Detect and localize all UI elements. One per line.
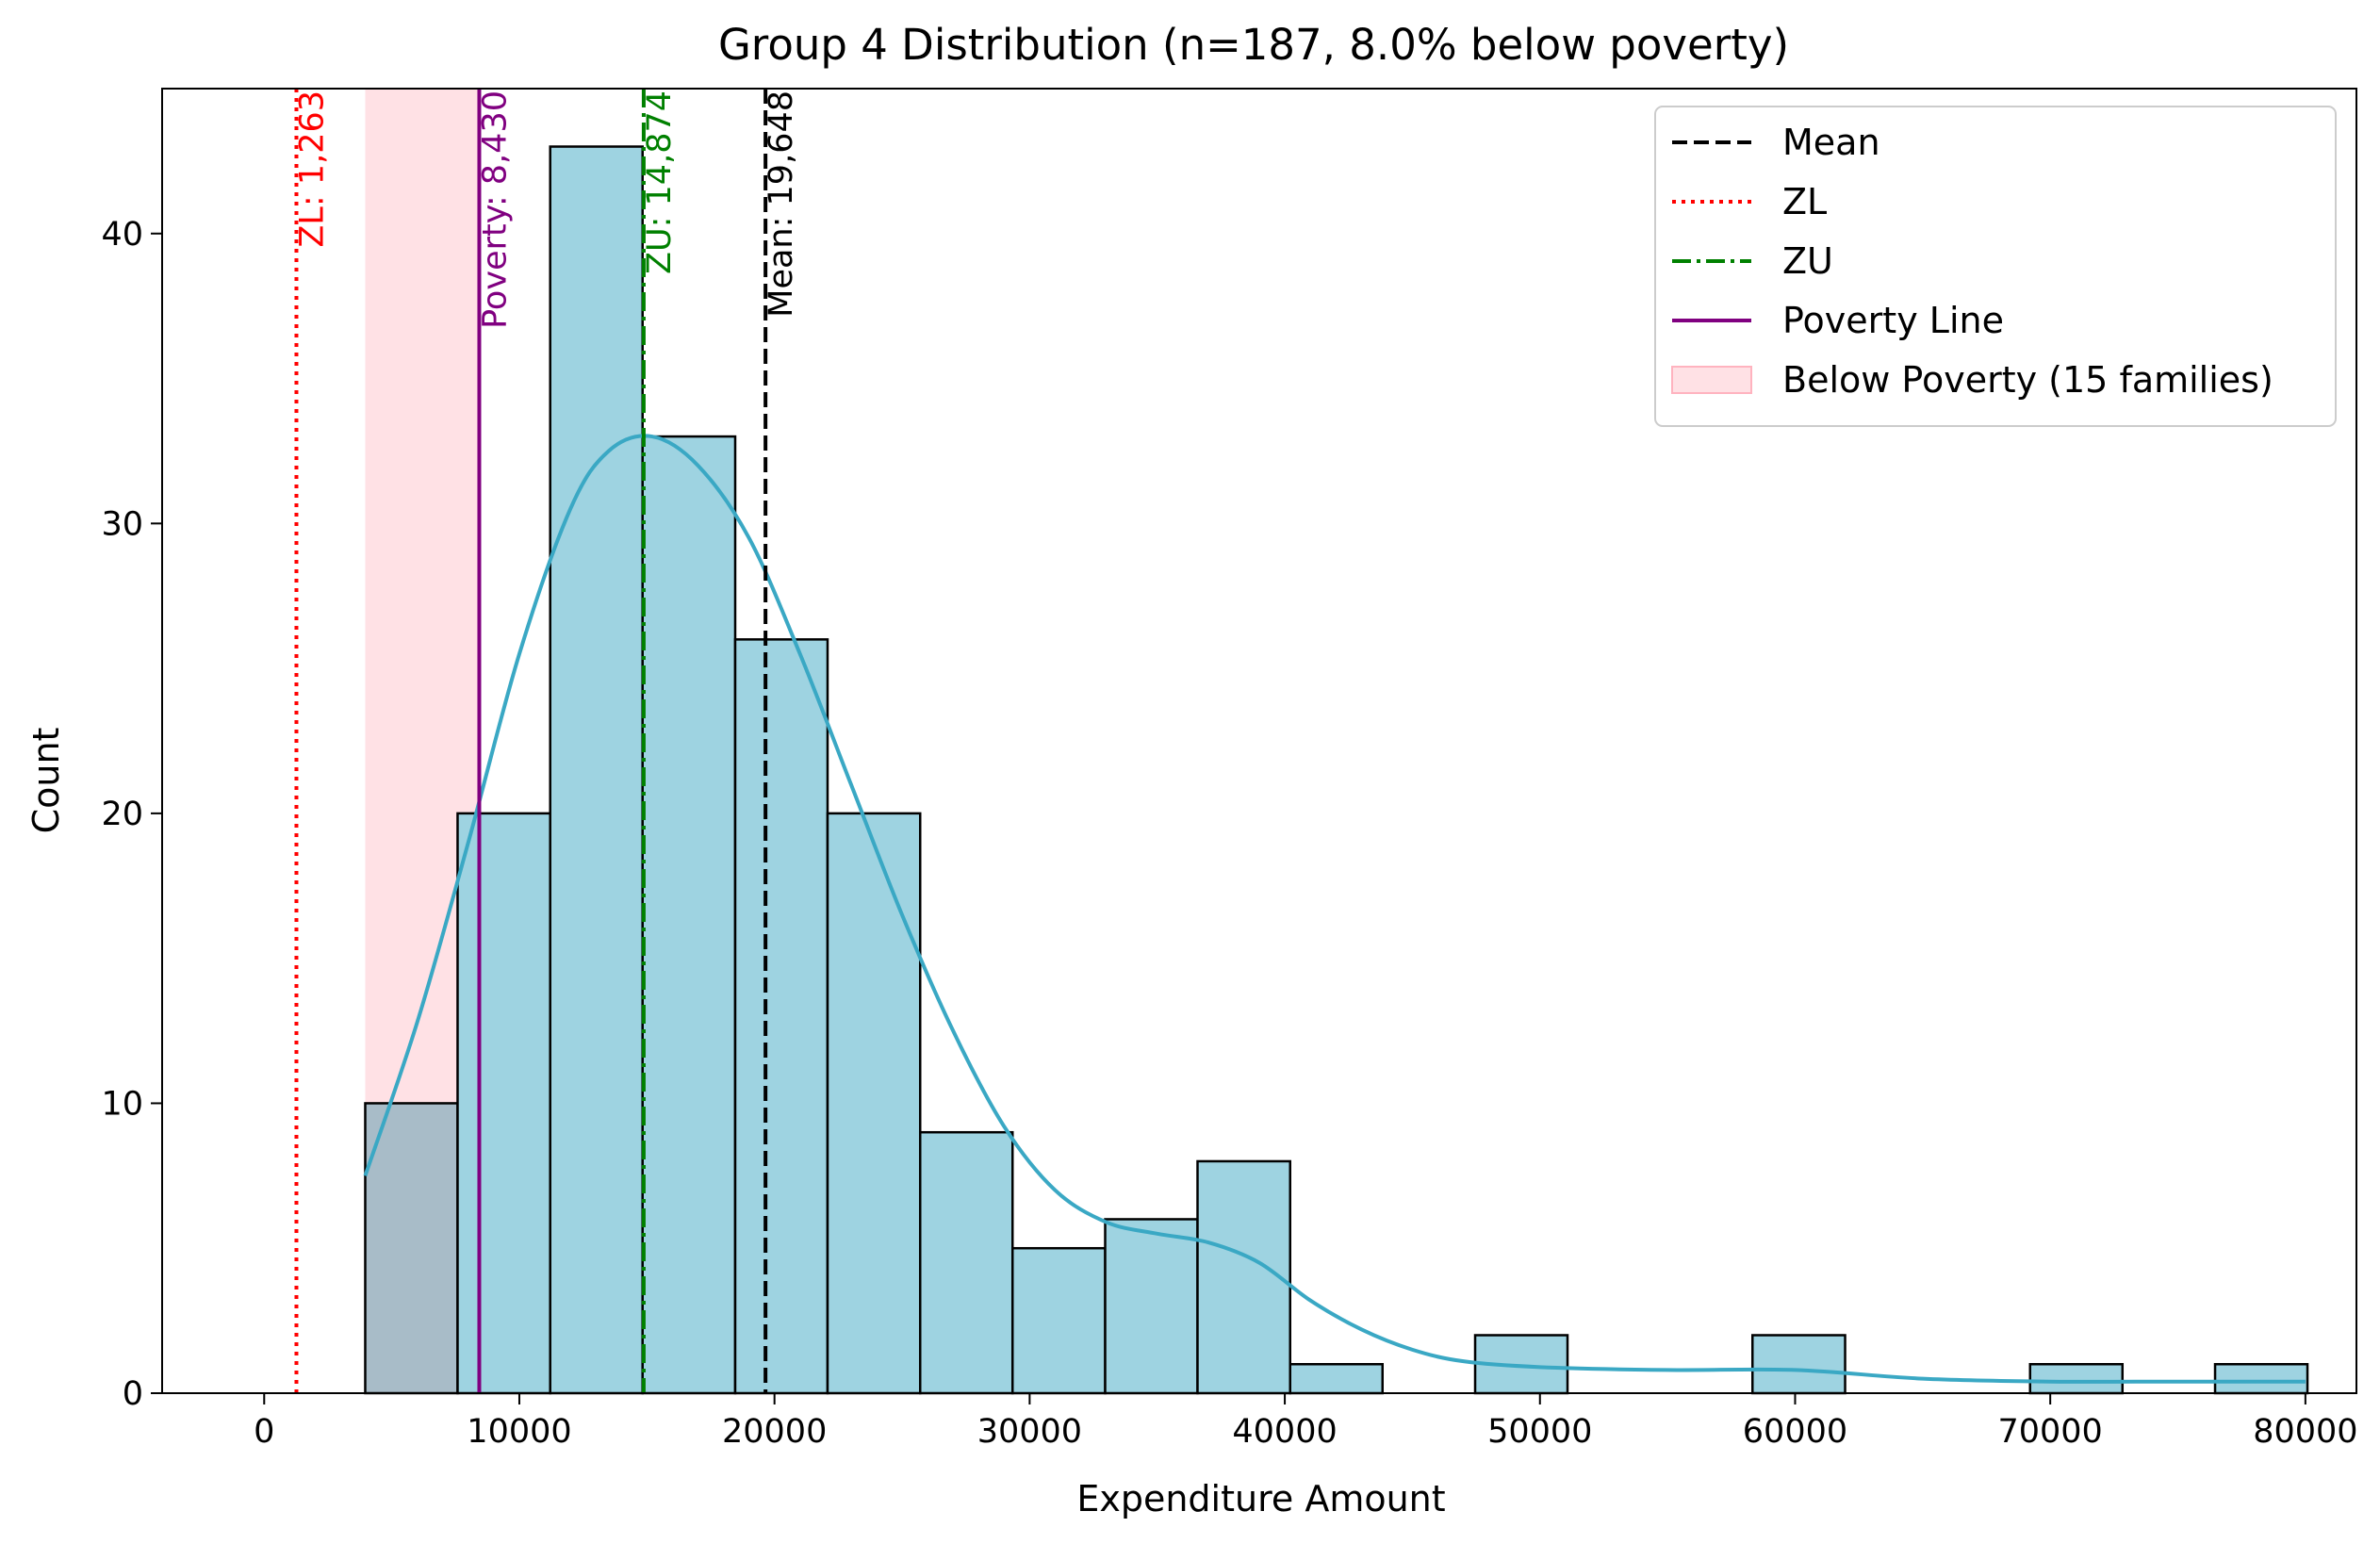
y-tick-label-4: 40	[101, 216, 143, 254]
x-tick-label-8: 80000	[2253, 1413, 2357, 1451]
histogram-bar-8	[1104, 1218, 1199, 1395]
legend-label-3: Poverty Line	[1782, 300, 2004, 341]
histogram-bar-6	[918, 1130, 1014, 1395]
x-tick-label-3: 30000	[977, 1413, 1082, 1451]
legend-box	[1654, 106, 2337, 427]
legend-label-4: Below Poverty (15 families)	[1782, 359, 2273, 401]
histogram-bar-2	[549, 145, 644, 1395]
legend-label-0: Mean	[1782, 122, 1880, 163]
chart-title: Group 4 Distribution (n=187, 8.0% below …	[718, 20, 1789, 70]
x-tick-label-4: 40000	[1232, 1413, 1337, 1451]
kde-curve	[363, 434, 2306, 1384]
histogram-bar-20	[2213, 1362, 2309, 1395]
plot-area: Mean: 19,648 ZL: 1,263 ZU: 14,874 Poverty: …	[101, 88, 2358, 1451]
ref-label-zu: ZU: 14,874	[641, 90, 679, 274]
y-tick-label-1: 10	[101, 1085, 143, 1123]
x-tick-label-0: 0	[254, 1413, 274, 1451]
plot-frame	[161, 88, 2357, 1394]
y-tick-label-2: 20	[101, 796, 143, 833]
x-tick-label-5: 50000	[1487, 1413, 1592, 1451]
legend-swatch-below-poverty	[1671, 366, 1752, 394]
histogram-bar-15	[1751, 1334, 1847, 1395]
y-tick-label-3: 30	[101, 505, 143, 543]
histogram-bar-5	[826, 812, 922, 1395]
legend-label-1: ZL	[1782, 181, 1827, 222]
x-tick-label-2: 20000	[722, 1413, 827, 1451]
histogram-bar-7	[1010, 1246, 1107, 1395]
ref-label-poverty-line: Poverty: 8,430	[476, 90, 514, 329]
histogram-bar-18	[2028, 1362, 2125, 1395]
x-tick-label-1: 10000	[467, 1413, 571, 1451]
histogram-bar-0	[364, 1102, 459, 1395]
histogram-bar-3	[641, 435, 737, 1395]
ref-label-zl: ZL: 1,263	[293, 90, 331, 248]
histogram-bar-4	[733, 638, 829, 1395]
x-axis-label: Expenditure Amount	[1076, 1478, 1445, 1519]
ref-label-mean: Mean: 19,648	[763, 90, 800, 318]
y-tick-label-0: 0	[123, 1375, 143, 1413]
histogram-bar-9	[1196, 1159, 1292, 1395]
histogram-bar-1	[456, 812, 551, 1395]
x-tick-label-6: 60000	[1743, 1413, 1847, 1451]
legend-label-2: ZU	[1782, 240, 1833, 282]
y-axis-label: Count	[25, 728, 67, 834]
legend: Mean ZL ZU Poverty Line Below Poverty (15 fa…	[1654, 106, 2337, 427]
x-tick-label-7: 70000	[1997, 1413, 2102, 1451]
histogram-bar-10	[1288, 1362, 1384, 1395]
